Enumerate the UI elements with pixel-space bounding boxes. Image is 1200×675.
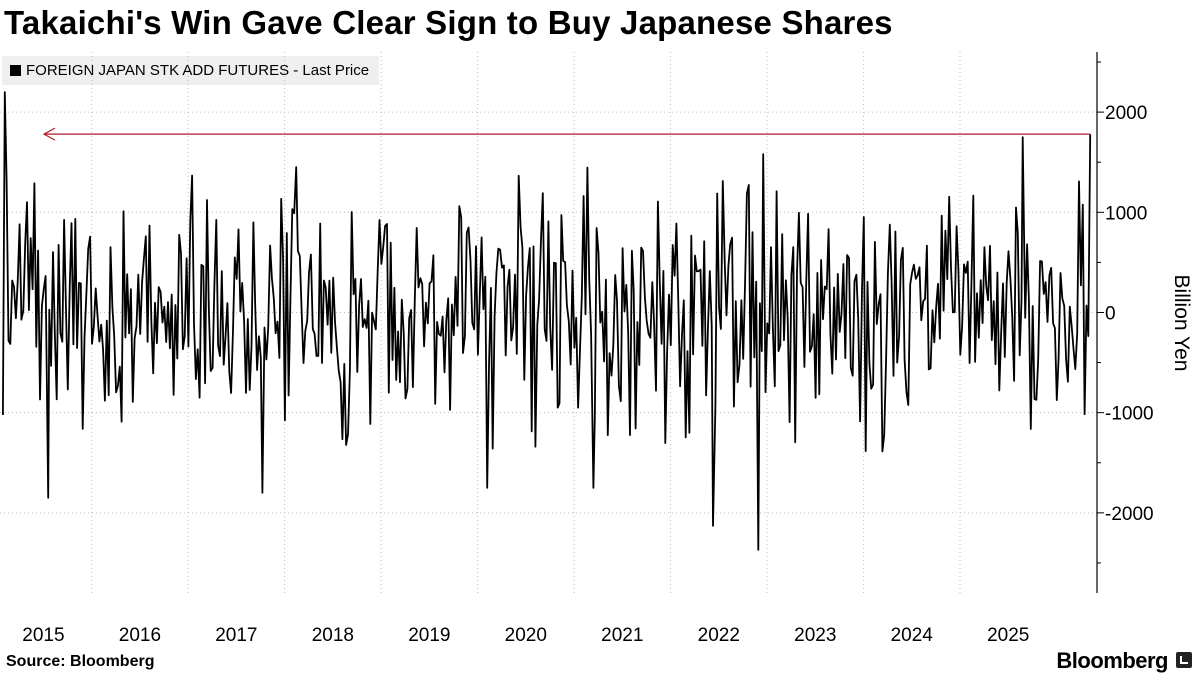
legend-swatch [10, 65, 21, 76]
y-tick-label: 2000 [1105, 103, 1147, 124]
x-tick-label: 2016 [119, 625, 161, 646]
x-tick-label: 2015 [22, 625, 64, 646]
x-tick-label: 2021 [601, 625, 643, 646]
bloomberg-mark-icon [1176, 652, 1192, 668]
y-tick-label: -2000 [1105, 504, 1154, 525]
chart-title: Takaichi's Win Gave Clear Sign to Buy Ja… [4, 4, 893, 41]
x-tick-label: 2017 [215, 625, 257, 646]
legend: FOREIGN JAPAN STK ADD FUTURES - Last Pri… [2, 56, 380, 85]
reference-arrowhead-icon [42, 127, 56, 141]
series-line [2, 91, 1092, 551]
bloomberg-logo: Bloomberg [1056, 648, 1168, 673]
legend-label: FOREIGN JAPAN STK ADD FUTURES - Last Pri… [26, 62, 370, 79]
x-tick-label: 2019 [408, 625, 450, 646]
x-tick-label: 2020 [505, 625, 547, 646]
y-axis-title: Billion Yen [1170, 275, 1193, 372]
x-tick-label: 2022 [698, 625, 740, 646]
x-tick-label: 2025 [987, 625, 1029, 646]
x-tick-label: 2018 [312, 625, 354, 646]
y-tick-label: 1000 [1105, 203, 1147, 224]
x-tick-label: 2023 [794, 625, 836, 646]
x-tick-label: 2024 [891, 625, 934, 646]
y-tick-label: -1000 [1105, 404, 1154, 425]
source-note: Source: Bloomberg [6, 653, 155, 670]
y-tick-label: 0 [1105, 303, 1116, 324]
